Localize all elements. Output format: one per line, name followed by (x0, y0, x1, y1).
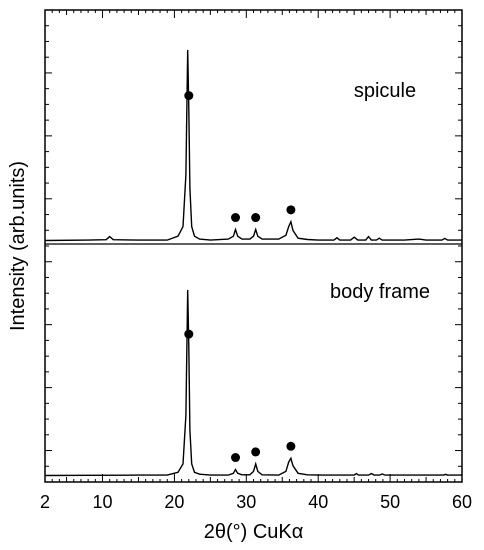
x-axis-label: 2θ(°) CuKα (204, 521, 304, 543)
series-label-spicule: spicule (354, 80, 416, 102)
y-axis-label: Intensity (arb.units) (7, 161, 29, 331)
peak-marker (184, 329, 194, 339)
series-labels: spicule body frame (330, 80, 430, 303)
peak-markers (184, 91, 296, 463)
peak-marker (231, 213, 241, 223)
peak-marker (184, 91, 194, 101)
x-tick-label: 2 (40, 492, 50, 512)
series-line-1 (44, 289, 462, 477)
series-label-body-frame: body frame (330, 281, 430, 303)
x-tick-label: 40 (308, 492, 328, 512)
peak-marker (231, 453, 241, 463)
x-tick-label: 20 (164, 492, 184, 512)
series-line-0 (44, 49, 462, 242)
x-tick-label: 50 (380, 492, 400, 512)
peak-marker (251, 213, 261, 223)
peak-marker (286, 205, 296, 215)
series-lines (44, 49, 462, 477)
x-tick-labels: 2 10 20 30 40 50 60 (40, 492, 472, 512)
x-tick-label: 30 (236, 492, 256, 512)
peak-marker (251, 447, 261, 457)
x-tick-label: 60 (452, 492, 472, 512)
x-tick-label: 10 (93, 492, 113, 512)
peak-marker (286, 441, 296, 451)
